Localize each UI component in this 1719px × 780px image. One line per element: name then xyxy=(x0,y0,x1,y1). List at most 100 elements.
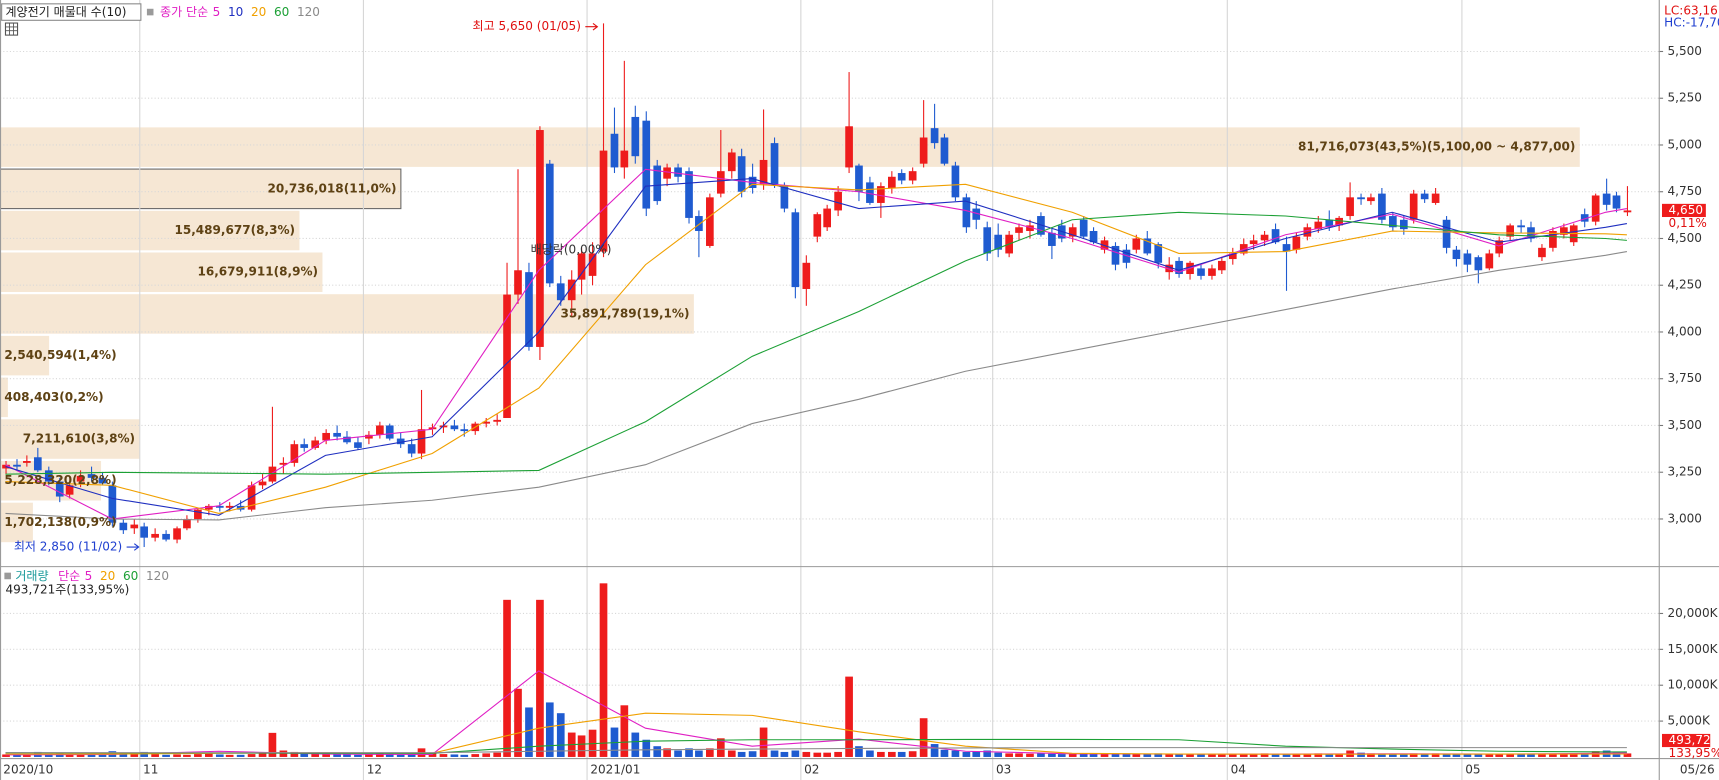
candle-body xyxy=(951,165,960,198)
x-tick-label: 11 xyxy=(143,763,158,777)
candle-body xyxy=(845,126,853,168)
volume-bar xyxy=(1197,754,1205,757)
grid xyxy=(0,0,1664,780)
volume-bar xyxy=(940,749,949,757)
candle-body xyxy=(1367,197,1375,202)
volume-bar xyxy=(503,599,511,757)
hc-label: HC:-17,70 xyxy=(1664,16,1719,30)
volume-bar xyxy=(407,754,416,757)
volume-bar xyxy=(642,739,651,757)
volume-bar xyxy=(1228,753,1237,757)
profile-label: 35,891,789(19,1%) xyxy=(561,306,690,320)
candle-body xyxy=(322,432,330,441)
candle-body xyxy=(1132,238,1141,250)
volume-bar xyxy=(983,750,992,757)
volume-bar xyxy=(1271,754,1280,757)
candle-body xyxy=(577,253,586,280)
table-icon[interactable] xyxy=(4,22,19,36)
candle-body xyxy=(1506,225,1514,237)
volume-bar xyxy=(130,754,139,757)
candle-body xyxy=(599,150,608,252)
candle-body xyxy=(908,171,917,181)
candle-body xyxy=(1282,244,1291,252)
volume-bar xyxy=(1357,752,1365,757)
volume-bar xyxy=(599,583,608,757)
volume-bar xyxy=(1079,753,1088,757)
candle-body xyxy=(653,165,662,202)
candle-body xyxy=(866,182,874,203)
volume-bar xyxy=(674,750,682,757)
volume-bar xyxy=(727,750,736,757)
ma-line xyxy=(5,168,1628,520)
volume-bar xyxy=(1175,754,1183,757)
candle-body xyxy=(1303,227,1312,237)
volume-bar xyxy=(653,746,662,757)
ma-line xyxy=(5,211,1627,475)
x-tick-label: 03 xyxy=(996,763,1011,777)
profile-label: 2,540,594(1,4%) xyxy=(4,348,116,362)
volume-bar xyxy=(1538,753,1546,757)
volume-bar xyxy=(439,754,448,757)
volume-bar xyxy=(855,746,863,757)
candle-body xyxy=(162,533,170,540)
ma-line xyxy=(5,183,1627,514)
candle-body xyxy=(588,253,597,276)
volume-bar xyxy=(770,750,779,757)
candle-body xyxy=(1143,238,1152,254)
y-tick-label: 3,000 xyxy=(1667,511,1701,525)
moving-averages xyxy=(5,168,1628,521)
y-tick-label: 4,000 xyxy=(1667,324,1701,338)
last-volume-box xyxy=(1661,733,1711,748)
volume-bar xyxy=(1005,753,1013,757)
profile-band xyxy=(0,127,1580,167)
candle-body xyxy=(759,159,768,185)
volume-bar xyxy=(1282,753,1291,757)
volume-bar xyxy=(162,754,170,757)
volume-bar xyxy=(962,751,971,757)
volume-bar xyxy=(748,751,757,757)
volume-bar xyxy=(493,752,502,757)
candle-body xyxy=(333,432,341,437)
volume-bar xyxy=(1409,753,1418,757)
candle-body xyxy=(385,425,394,439)
candle-body xyxy=(888,176,896,188)
candle-body xyxy=(279,462,288,465)
candle-body xyxy=(460,429,469,432)
x-tick-label: 05/26 xyxy=(1680,763,1715,777)
volume-bar xyxy=(536,599,544,757)
candle-body xyxy=(151,533,159,538)
candles xyxy=(2,23,1632,548)
volume-bar xyxy=(695,750,703,757)
candle-body xyxy=(1420,193,1429,200)
volume-bar xyxy=(888,751,896,757)
volume-bar xyxy=(173,754,181,757)
candle-body xyxy=(1560,227,1568,235)
candle-body xyxy=(1314,221,1323,230)
volume-bar xyxy=(1560,753,1568,757)
volume-bar xyxy=(1217,753,1226,757)
volume-bar xyxy=(1569,753,1578,757)
candle-body xyxy=(140,526,149,538)
candle-body xyxy=(1474,257,1483,271)
volume-bar xyxy=(1111,753,1120,757)
candle-body xyxy=(834,191,842,211)
candle-body xyxy=(897,173,906,181)
volume-y-tick-label: 10,000K xyxy=(1667,678,1718,692)
volume-bar xyxy=(737,751,746,757)
candle-body xyxy=(567,279,576,301)
candle-body xyxy=(962,197,971,228)
x-tick-label: 12 xyxy=(367,763,382,777)
candle-body xyxy=(376,425,384,435)
candle-body xyxy=(23,461,31,463)
candle-body xyxy=(1485,253,1494,269)
ma-line xyxy=(5,251,1628,521)
candle-body xyxy=(780,186,789,209)
candle-body xyxy=(919,137,928,164)
candle-body xyxy=(1623,210,1632,213)
volume-bar xyxy=(65,754,74,757)
volume-bar xyxy=(300,753,309,757)
candle-body xyxy=(1026,225,1034,232)
candle-body xyxy=(98,477,107,484)
candle-body xyxy=(1111,245,1120,265)
